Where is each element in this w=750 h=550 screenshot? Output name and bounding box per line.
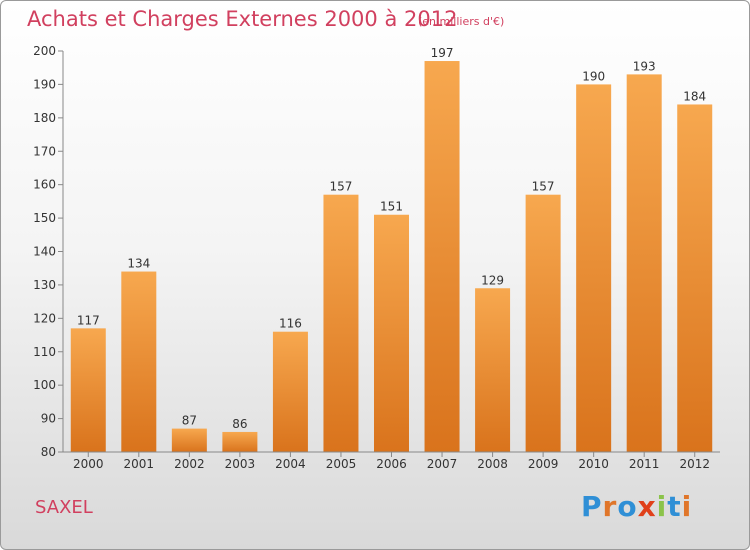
x-tick-label: 2005: [326, 457, 357, 471]
y-tick-label: 110: [33, 345, 56, 359]
bar-value-label: 86: [232, 417, 247, 431]
bar: [121, 271, 157, 452]
bar-value-label: 190: [582, 69, 605, 83]
bar: [677, 104, 713, 452]
bar-value-label: 197: [431, 46, 454, 60]
y-axis: 80 90 100 110 120 130 140 150 160 170 180 190 200: [33, 44, 64, 459]
x-tick-label: 2001: [124, 457, 155, 471]
x-tick-label: 2008: [477, 457, 508, 471]
logo-letter: P: [581, 490, 603, 523]
logo-letter: i: [656, 490, 668, 523]
x-tick-label: 2006: [376, 457, 407, 471]
x-tick-label: 2010: [578, 457, 609, 471]
x-tick-label: 2000: [73, 457, 104, 471]
logo-letter: t: [667, 490, 682, 523]
y-tick-label: 100: [33, 378, 56, 392]
x-tick-label: 2007: [427, 457, 458, 471]
bar-value-label: 134: [127, 257, 150, 271]
x-tick-label: 2012: [679, 457, 710, 471]
bar: [70, 328, 106, 452]
y-tick-label: 120: [33, 311, 56, 325]
bar: [626, 74, 662, 453]
bar: [525, 194, 561, 453]
bar-value-label: 116: [279, 317, 302, 331]
bar-value-label: 87: [182, 414, 197, 428]
x-tick-label: 2003: [225, 457, 256, 471]
y-tick-label: 140: [33, 245, 56, 259]
logo-letter: r: [602, 490, 618, 523]
chart-title: Achats et Charges Externes 2000 à 2012: [27, 7, 458, 31]
y-tick-label: 80: [41, 445, 56, 459]
x-tick-label: 2009: [528, 457, 559, 471]
bar: [222, 431, 258, 452]
y-tick-label: 90: [41, 412, 56, 426]
bar-value-label: 157: [532, 180, 555, 194]
y-tick-label: 170: [33, 144, 56, 158]
bar: [576, 84, 612, 453]
x-tick-label: 2004: [275, 457, 306, 471]
chart-subtitle: (en milliers d'€): [418, 15, 505, 28]
bar-value-label: 117: [77, 313, 100, 327]
logo-letter: o: [617, 490, 638, 523]
x-axis: 2000 2001 2002 2003 2004 2005 2006 2007 2008 2009…: [63, 451, 720, 471]
bar-value-label: 157: [330, 180, 353, 194]
bar-value-label: 151: [380, 200, 403, 214]
proxiti-logo: Proxiti: [581, 490, 692, 523]
bar: [424, 61, 460, 453]
y-tick-label: 180: [33, 111, 56, 125]
commune-name: SAXEL: [35, 497, 93, 518]
bar: [171, 428, 207, 452]
bar: [374, 214, 409, 452]
bar: [272, 331, 308, 452]
y-tick-label: 200: [33, 44, 56, 58]
logo-letter: x: [637, 490, 657, 523]
y-tick-label: 160: [33, 178, 56, 192]
y-tick-label: 150: [33, 211, 56, 225]
bar-value-label: 193: [633, 59, 656, 73]
x-tick-label: 2002: [174, 457, 205, 471]
y-tick-label: 130: [33, 278, 56, 292]
bar-value-label: 129: [481, 273, 504, 287]
x-tick-label: 2011: [629, 457, 660, 471]
logo-letter: i: [681, 490, 693, 523]
y-tick-label: 190: [33, 77, 56, 91]
bar: [323, 194, 359, 453]
bar-value-label: 184: [683, 89, 706, 103]
bar: [475, 288, 511, 452]
bars: 117 134 87 86 116 157 151 197 129 157 190 193 184: [70, 46, 713, 453]
